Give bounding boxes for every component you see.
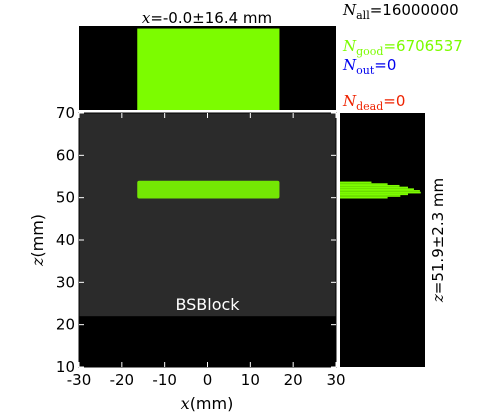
right-histogram-bar [340, 191, 421, 194]
beam-spot [137, 180, 280, 199]
y-tick-label: 60 [56, 146, 75, 164]
x-axis-label-var: x [181, 394, 190, 413]
y-axis-label: z(mm) [28, 214, 47, 267]
x-tick-label: -10 [152, 371, 177, 389]
x-axis-label-unit: (mm) [190, 394, 234, 413]
right-histogram-bar [340, 188, 414, 191]
x-tick-label: 10 [241, 371, 260, 389]
x-tick-label: -30 [67, 371, 92, 389]
x-ticks: -30 -20 -10 0 10 20 30 [67, 113, 346, 389]
y-axis-label-unit: (mm) [28, 214, 47, 258]
x-axis-label: x(mm) [181, 394, 234, 413]
top-histogram-label-var: x [142, 9, 151, 27]
right-histogram-bar [340, 186, 408, 189]
stat-all: Nall=16000000 [342, 1, 459, 22]
right-histogram-bar [340, 183, 388, 185]
y-axis-label-var: z [28, 257, 47, 267]
main-panel: BSBlock -30 -20 -10 0 10 20 30 10203040506070 … [28, 104, 346, 413]
x-tick-label: 0 [203, 371, 213, 389]
x-tick-label: -20 [110, 371, 135, 389]
right-histogram-bar [340, 196, 388, 199]
stat-dead: Ndead=0 [342, 92, 405, 113]
stat-out: Nout=0 [342, 56, 396, 77]
block-label: BSBlock [175, 295, 240, 314]
right-histogram-panel: z=51.9±2.3 mm [340, 113, 447, 367]
stat-good: Ngood=6706537 [342, 37, 463, 58]
right-histogram-bar [340, 193, 408, 196]
right-histogram-bar [340, 190, 420, 192]
y-tick-label: 10 [56, 358, 75, 376]
y-tick-label: 70 [56, 104, 75, 122]
y-tick-label: 40 [56, 231, 75, 249]
right-histogram-label-text: =51.9±2.3 mm [429, 178, 447, 294]
top-histogram-label-text: =-0.0±16.4 mm [150, 9, 272, 27]
y-ticks: 10 20 30 40 50 60 70 [56, 104, 336, 376]
top-histogram-label: x=-0.0±16.4 mm [142, 9, 272, 27]
right-histogram-bar [340, 184, 400, 187]
top-histogram-panel: x=-0.0±16.4 mm [79, 9, 336, 110]
y-tick-label: 20 [56, 316, 75, 334]
y-tick-label: 30 [56, 273, 75, 291]
right-histogram-bar [340, 195, 401, 197]
right-histogram-background [340, 113, 425, 367]
block-region [79, 113, 336, 317]
y-tick-label: 50 [56, 189, 75, 207]
right-histogram-bar [340, 181, 372, 184]
x-tick-label: 30 [326, 371, 345, 389]
right-histogram-label: z=51.9±2.3 mm [429, 178, 447, 303]
right-histogram-bars [340, 181, 421, 199]
right-histogram-label-var: z [429, 294, 447, 303]
top-histogram-bar [137, 28, 280, 110]
x-tick-label: 20 [284, 371, 303, 389]
